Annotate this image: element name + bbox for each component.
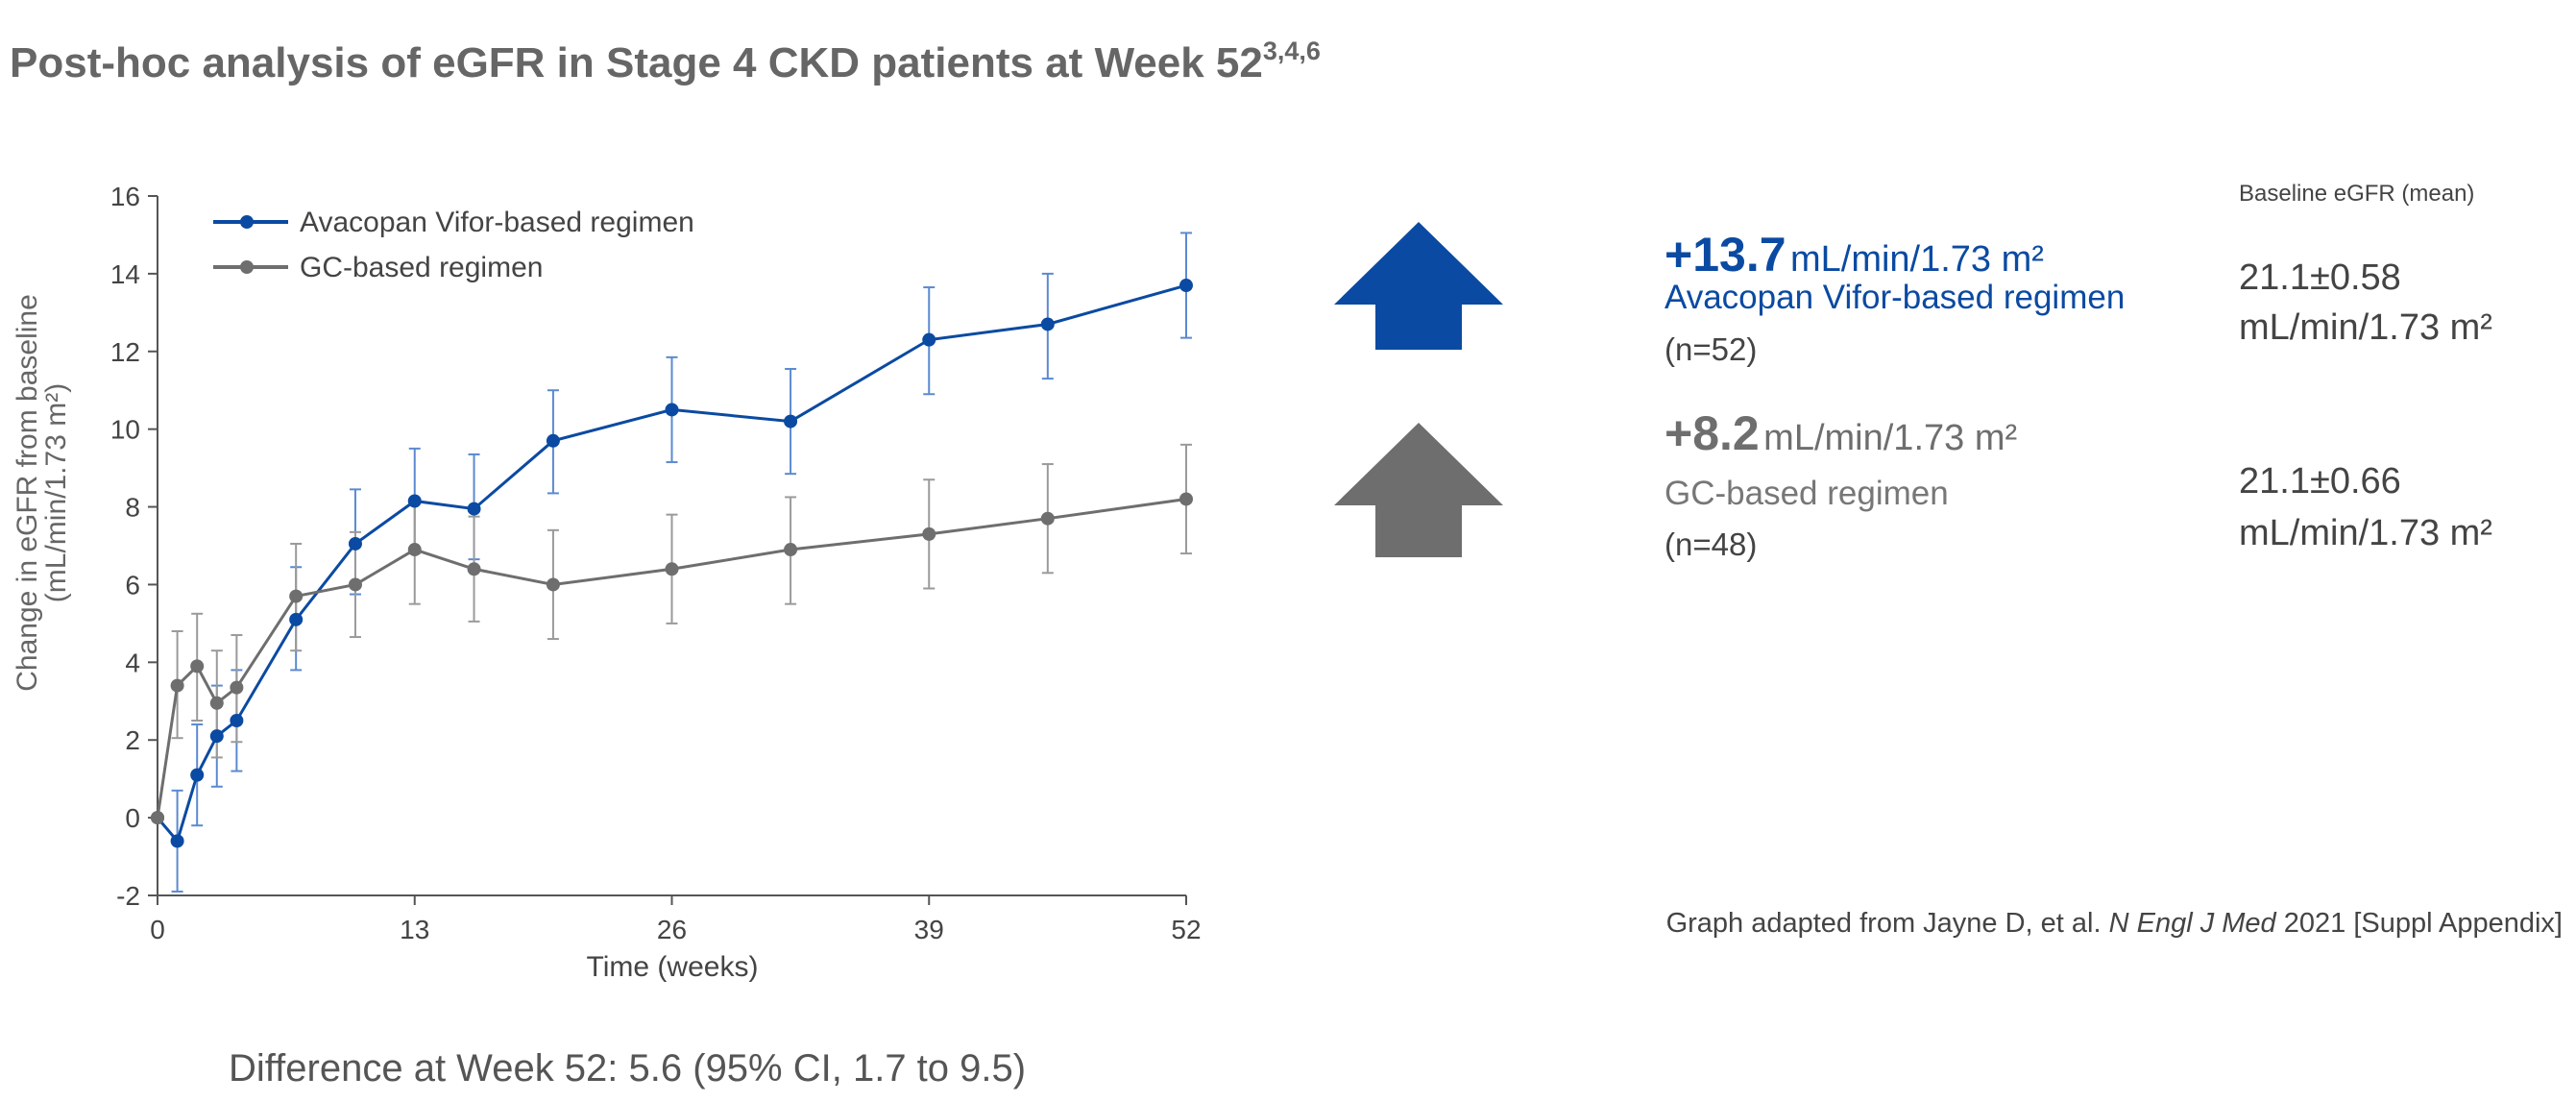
source-footnote: Graph adapted from Jayne D, et al. N Eng… [1666, 908, 2563, 940]
y-axis-label: Change in eGFR from baseline [12, 294, 43, 692]
x-tick-label: 26 [657, 915, 687, 944]
data-point [190, 768, 205, 782]
data-point [348, 577, 362, 592]
avacopan-change-unit: mL/min/1.73 m² [1789, 239, 2044, 280]
data-point [784, 543, 798, 557]
data-point [1179, 492, 1193, 506]
legend-label: GC-based regimen [300, 252, 543, 283]
data-points [151, 279, 1193, 848]
gc-change: +8.2 mL/min/1.73 m² [1665, 405, 2017, 461]
title-references: 3,4,6 [1262, 37, 1321, 65]
avacopan-change-value: +13.7 [1665, 228, 1786, 282]
avacopan-change: +13.7 mL/min/1.73 m² [1665, 227, 2044, 282]
data-point [230, 680, 244, 695]
data-point [209, 729, 224, 744]
avacopan-baseline-value: 21.1±0.58 [2239, 257, 2401, 298]
data-point [665, 562, 679, 576]
error-bars [171, 232, 1192, 893]
data-point [230, 714, 244, 727]
data-point [209, 696, 224, 710]
footnote-journal: N Engl J Med [2108, 908, 2276, 939]
y-tick-label: 6 [125, 570, 140, 600]
y-tick-label: 14 [110, 259, 140, 289]
data-point [467, 502, 481, 516]
data-point [170, 678, 184, 693]
avacopan-n: (n=52) [1665, 331, 1758, 367]
data-point [407, 494, 422, 508]
page-title: Post-hoc analysis of eGFR in Stage 4 CKD… [10, 37, 1321, 87]
data-point [546, 433, 560, 448]
y-tick-label: 4 [125, 648, 140, 677]
legend-marker [240, 260, 254, 274]
y-tick-label: 8 [125, 493, 140, 523]
x-tick-label: 39 [914, 915, 944, 944]
y-tick-label: 0 [125, 803, 140, 833]
data-point [1179, 279, 1193, 293]
title-text: Post-hoc analysis of eGFR in Stage 4 CKD… [10, 39, 1263, 86]
x-tick-label: 0 [150, 915, 165, 944]
data-point [1040, 511, 1055, 526]
data-point [407, 543, 422, 557]
data-point [151, 811, 164, 825]
data-point [467, 562, 481, 576]
y-tick-label: 12 [110, 337, 140, 367]
data-point [922, 527, 936, 541]
data-point [348, 536, 362, 551]
axes: -2 0 2 4 6 8 10 12 14 16 0 13 26 39 52 [110, 182, 1202, 944]
footnote-text-end: 2021 [Suppl Appendix] [2275, 908, 2563, 939]
gc-baseline-value: 21.1±0.66 [2239, 461, 2401, 502]
y-tick-label: 16 [110, 182, 140, 211]
gc-change-unit: mL/min/1.73 m² [1763, 418, 2018, 458]
data-point [784, 414, 798, 429]
x-tick-label: 52 [1171, 915, 1201, 944]
legend-marker [240, 215, 254, 229]
x-tick-label: 13 [400, 915, 429, 944]
x-axis-label: Time (weeks) [587, 951, 759, 983]
up-arrow-icon-blue [1334, 222, 1503, 350]
legend-label: Avacopan Vifor-based regimen [300, 207, 694, 238]
gc-baseline-unit: mL/min/1.73 m² [2239, 513, 2492, 553]
avacopan-baseline-unit: mL/min/1.73 m² [2239, 307, 2492, 348]
up-arrow-icon-grey [1334, 423, 1503, 557]
y-axis-label-units: (mL/min/1.73 m²) [40, 383, 72, 602]
data-point [170, 834, 184, 848]
footnote-text: Graph adapted from Jayne D, et al. [1665, 908, 2109, 939]
y-tick-label: 2 [125, 725, 140, 755]
difference-statement: Difference at Week 52: 5.6 (95% CI, 1.7 … [229, 1047, 1027, 1090]
data-point [289, 612, 304, 626]
data-point [1040, 317, 1055, 331]
y-tick-label: 10 [110, 415, 140, 445]
y-tick-label: -2 [116, 881, 140, 911]
data-point [922, 332, 936, 347]
data-point [546, 577, 560, 592]
legend: Avacopan Vifor-based regimen GC-based reg… [213, 207, 694, 283]
data-point [289, 589, 304, 603]
baseline-header: Baseline eGFR (mean) [2239, 181, 2475, 207]
avacopan-group-name: Avacopan Vifor-based regimen [1665, 279, 2126, 316]
gc-n: (n=48) [1665, 527, 1758, 562]
gc-change-value: +8.2 [1665, 406, 1760, 460]
data-point [190, 659, 205, 673]
gc-group-name: GC-based regimen [1665, 475, 1949, 512]
data-point [665, 403, 679, 417]
